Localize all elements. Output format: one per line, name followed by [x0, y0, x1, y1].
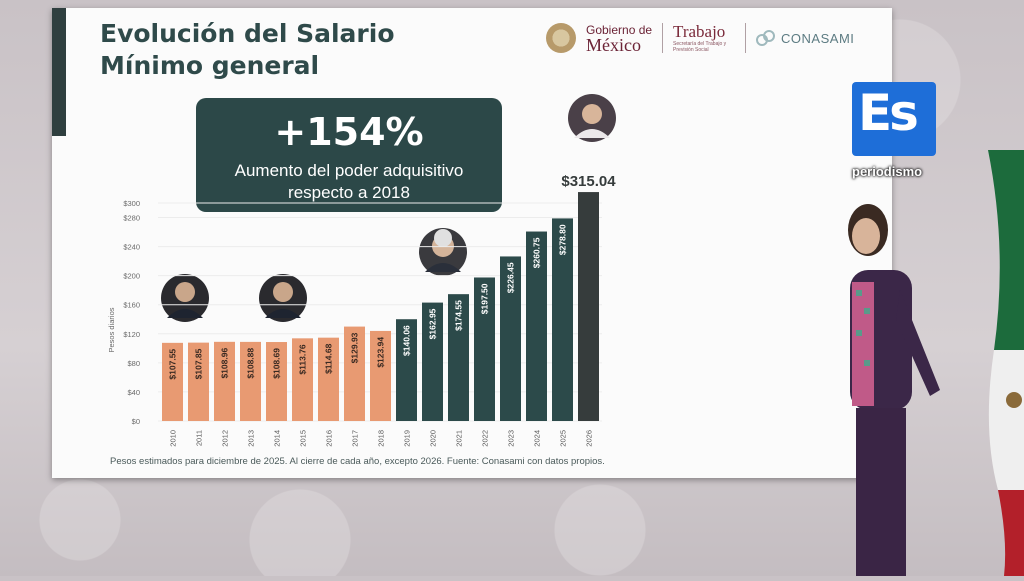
x-tick-label: 2021: [455, 430, 464, 447]
x-tick-label: 2023: [507, 430, 516, 447]
x-tick-label: 2014: [273, 430, 282, 447]
x-tick-label: 2013: [247, 430, 256, 447]
x-tick-label: 2011: [195, 430, 204, 446]
x-tick-label: 2022: [481, 430, 490, 447]
bar-value-label: $278.80: [558, 224, 568, 255]
x-tick-label: 2024: [533, 430, 542, 447]
y-axis-label: Pesos diarios: [107, 307, 116, 352]
logo-divider: [662, 23, 664, 53]
bar-2013: [240, 341, 261, 421]
es-periodismo-logo: Es periodismo: [852, 82, 936, 179]
bar-2023: [500, 256, 521, 421]
header-logos: Gobierno de México Trabajo Secretaría de…: [546, 20, 854, 56]
conasami-icon: [756, 30, 776, 46]
bar-2016: [318, 337, 339, 421]
bar-2021: [448, 294, 469, 421]
x-tick-label: 2026: [585, 430, 594, 447]
bar-2012: [214, 341, 235, 421]
x-tick-label: 2020: [429, 430, 438, 447]
y-tick-label: $160: [123, 301, 140, 310]
bar-2025: [552, 218, 573, 421]
bar-value-label: $107.85: [194, 348, 204, 379]
y-tick-label: $300: [123, 199, 140, 208]
slide-title: Evolución del Salario Mínimo general: [100, 18, 395, 82]
bar-value-label: $108.88: [246, 348, 256, 379]
highlight-value: +154%: [274, 110, 424, 154]
bar-value-label: $114.68: [324, 343, 334, 374]
x-tick-label: 2017: [351, 430, 360, 447]
x-tick-label: 2010: [169, 430, 178, 447]
x-tick-label: 2019: [403, 430, 412, 447]
bar-value-label: $260.75: [532, 237, 542, 268]
bar-2018: [370, 330, 391, 421]
y-tick-label: $80: [127, 359, 140, 368]
bar-value-label: $123.94: [376, 337, 386, 368]
bar-value-label: $140.06: [402, 325, 412, 356]
portrait-calderon-icon: [161, 274, 209, 322]
title-line-2: Mínimo general: [100, 51, 320, 80]
bar-value-label: $197.50: [480, 283, 490, 314]
screen-accent-bar: [52, 8, 66, 136]
bar-value-label: $129.93: [350, 332, 360, 363]
bar-2014: [266, 342, 287, 421]
title-line-1: Evolución del Salario: [100, 19, 395, 48]
highlight-text: Aumento del poder adquisitivo respecto a…: [234, 161, 464, 202]
bar-value-label: $107.55: [168, 349, 178, 380]
bar-value-label: $174.55: [454, 300, 464, 331]
portrait-amlo-icon: [419, 228, 467, 276]
x-tick-label: 2015: [299, 430, 308, 447]
bar-2024: [526, 231, 547, 421]
bar-value-label-highlight: $315.04: [561, 173, 616, 190]
y-tick-label: $200: [123, 272, 140, 281]
y-tick-label: $40: [127, 388, 140, 397]
bar-2022: [474, 277, 495, 421]
logo-divider: [745, 23, 747, 53]
bar-2011: [188, 342, 209, 421]
mexico-seal-icon: [546, 23, 576, 53]
bar-value-label: $226.45: [506, 262, 516, 293]
highlight-callout: +154% Aumento del poder adquisitivo resp…: [196, 98, 502, 212]
bar-value-label: $108.69: [272, 348, 282, 379]
presenter-figure: [830, 190, 960, 576]
bar-2026: [578, 192, 599, 421]
portrait-sheinbaum-icon: [568, 94, 616, 142]
bar-2015: [292, 338, 313, 421]
trabajo-logo: Trabajo Secretaría del Trabajo y Previsi…: [673, 22, 727, 54]
y-tick-label: $0: [132, 417, 140, 426]
x-tick-label: 2016: [325, 430, 334, 447]
bar-value-label: $108.96: [220, 348, 230, 379]
y-tick-label: $240: [123, 243, 140, 252]
portrait-pena-icon: [259, 274, 307, 322]
bar-2017: [344, 326, 365, 421]
mexican-flag: [978, 150, 1024, 576]
x-tick-label: 2012: [221, 430, 230, 447]
conasami-logo: CONASAMI: [756, 30, 854, 46]
x-tick-label: 2018: [377, 430, 386, 447]
y-tick-label: $120: [123, 330, 140, 339]
x-tick-label: 2025: [559, 430, 568, 447]
bar-value-label: $162.95: [428, 308, 438, 339]
bar-2019: [396, 319, 417, 421]
gobierno-logo: Gobierno de México: [586, 23, 653, 55]
chart-footnote: Pesos estimados para diciembre de 2025. …: [110, 456, 605, 467]
bar-value-label: $113.76: [298, 344, 308, 375]
bar-2010: [162, 342, 183, 421]
bar-2020: [422, 302, 443, 421]
y-tick-label: $280: [123, 214, 140, 223]
